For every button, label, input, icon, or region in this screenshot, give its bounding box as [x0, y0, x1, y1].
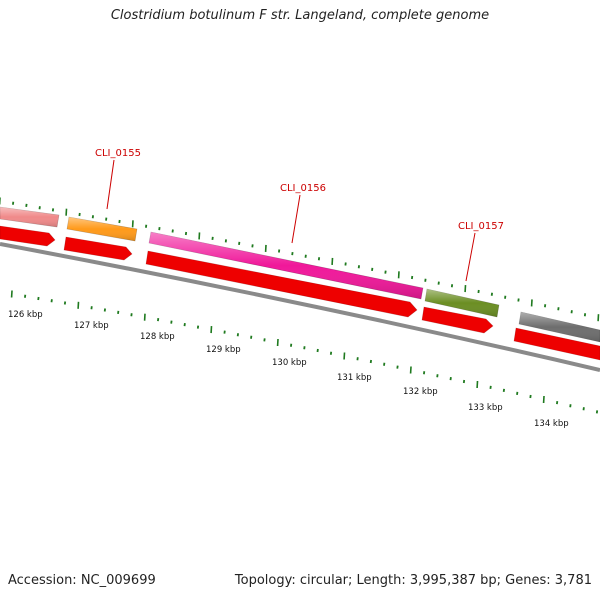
gene-bar-shading [67, 217, 137, 241]
callout-line-cli-0157 [465, 232, 476, 282]
callout-line-cli-0156 [291, 194, 301, 244]
genome-summary-text: Topology: circular; Length: 3,995,387 bp… [234, 573, 592, 588]
cds-track [0, 225, 600, 361]
kbp-label-131: 131 kbp [337, 373, 372, 383]
kbp-label-126: 126 kbp [8, 310, 43, 320]
gene-bar-shading [425, 289, 499, 317]
cds-arrow-3[interactable] [421, 306, 494, 334]
cds-arrow-2[interactable] [145, 250, 418, 318]
callout-line-cli-0155 [106, 159, 115, 210]
gene-callouts [106, 159, 476, 282]
cds-arrow-4[interactable] [513, 327, 600, 361]
map-title: Clostridium botulinum F str. Langeland, … [110, 8, 490, 23]
kbp-label-134: 134 kbp [534, 419, 569, 429]
tick-marks-inner [10, 290, 599, 414]
gene-track [0, 206, 600, 343]
gene-label-cli-0156: CLI_0156 [280, 183, 326, 194]
kbp-label-130: 130 kbp [272, 358, 307, 368]
kbp-label-133: 133 kbp [468, 403, 503, 413]
gene-label-cli-0155: CLI_0155 [95, 148, 141, 159]
kbp-label-128: 128 kbp [140, 332, 175, 342]
cds-arrow-0[interactable] [0, 225, 56, 247]
gene-bar-shading [519, 312, 600, 342]
genome-backbone [0, 242, 600, 372]
cds-arrow-1[interactable] [63, 236, 133, 261]
kbp-label-129: 129 kbp [206, 345, 241, 355]
tick-marks-outer [0, 197, 600, 322]
kbp-label-127: 127 kbp [74, 321, 109, 331]
accession-text: Accession: NC_009699 [8, 573, 156, 588]
gene-bar-shading [0, 207, 59, 227]
gene-label-cli-0157: CLI_0157 [458, 221, 504, 232]
ruler-labels: 126 kbp 127 kbp 128 kbp 129 kbp 130 kbp … [8, 310, 569, 429]
gene-bar-shading [149, 232, 423, 299]
kbp-label-132: 132 kbp [403, 387, 438, 397]
